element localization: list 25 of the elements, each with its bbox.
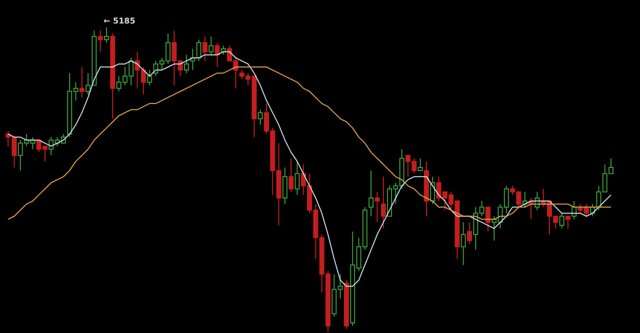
candlestick [380, 176, 386, 229]
candlestick [208, 36, 214, 56]
candlestick [98, 30, 103, 52]
candlestick [220, 45, 226, 56]
candlestick [258, 109, 263, 126]
candlestick [79, 66, 84, 98]
candlestick [184, 54, 189, 74]
candlestick [418, 158, 423, 172]
text: ← 5185 [104, 16, 136, 26]
candlestick [202, 36, 208, 62]
candlestick [147, 70, 152, 86]
candlestick [368, 170, 374, 217]
candlestick [565, 216, 570, 229]
candlestick [485, 206, 490, 232]
candlestick [559, 212, 564, 229]
candlestick [214, 42, 220, 68]
candlestick [374, 191, 380, 223]
candlestick [467, 222, 472, 244]
candlestick [104, 26, 110, 44]
candlestick [282, 167, 288, 205]
candlestick [294, 160, 300, 196]
candlestick [288, 158, 294, 192]
candlestick [86, 72, 91, 95]
candlestick [196, 39, 202, 62]
candlestick [460, 222, 466, 266]
